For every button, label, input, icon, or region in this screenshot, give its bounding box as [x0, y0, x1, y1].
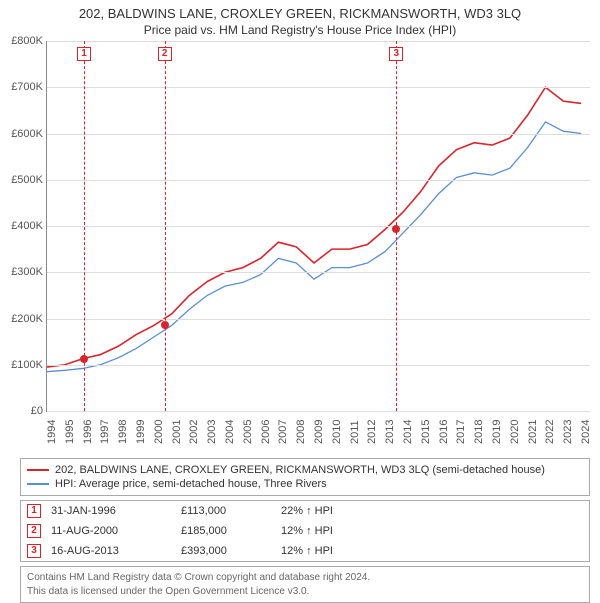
- x-tick-label: 2019: [491, 420, 503, 444]
- y-gridline: £300K: [47, 272, 590, 273]
- x-tick-label: 2007: [277, 420, 289, 444]
- x-tick-label: 2022: [544, 420, 556, 444]
- x-tick-label: 1995: [64, 420, 76, 444]
- legend-swatch: [27, 483, 49, 485]
- sale-vline: [165, 41, 166, 411]
- row-price: £393,000: [181, 545, 271, 557]
- y-gridline: £200K: [47, 319, 590, 320]
- page-subtitle: Price paid vs. HM Land Registry's House …: [0, 21, 600, 41]
- x-tick-label: 2024: [580, 420, 592, 444]
- x-tick-label: 2001: [171, 420, 183, 444]
- x-tick-label: 1997: [99, 420, 111, 444]
- y-tick-label: £100K: [3, 359, 43, 371]
- row-price: £185,000: [181, 525, 271, 537]
- sales-table: 1 31-JAN-1996 £113,000 22% ↑ HPI 2 11-AUG-200…: [20, 500, 590, 562]
- y-gridline: £800K: [47, 41, 590, 42]
- legend-label: HPI: Average price, semi-detached house,…: [55, 478, 327, 490]
- row-marker: 2: [27, 524, 41, 538]
- row-date: 16-AUG-2013: [51, 545, 171, 557]
- legend: 202, BALDWINS LANE, CROXLEY GREEN, RICKM…: [20, 458, 590, 496]
- x-tick-label: 2018: [473, 420, 485, 444]
- y-gridline: £700K: [47, 87, 590, 88]
- row-date: 31-JAN-1996: [51, 505, 171, 517]
- row-price: £113,000: [181, 505, 271, 517]
- x-tick-label: 2017: [455, 420, 467, 444]
- x-tick-label: 2020: [509, 420, 521, 444]
- y-tick-label: £300K: [3, 266, 43, 278]
- sale-marker: 2: [158, 47, 172, 61]
- x-tick-label: 2021: [527, 420, 539, 444]
- sale-dot: [80, 355, 88, 363]
- row-date: 11-AUG-2000: [51, 525, 171, 537]
- sale-dot: [161, 321, 169, 329]
- x-tick-label: 2014: [402, 420, 414, 444]
- license-line: This data is licensed under the Open Gov…: [27, 585, 583, 599]
- x-tick-label: 2008: [295, 420, 307, 444]
- legend-swatch: [27, 469, 49, 471]
- x-tick-label: 2004: [224, 420, 236, 444]
- x-tick-label: 2009: [313, 420, 325, 444]
- row-pct: 22% ↑ HPI: [281, 505, 333, 517]
- x-tick-label: 1996: [82, 420, 94, 444]
- x-tick-label: 1999: [135, 420, 147, 444]
- x-tick-label: 2005: [242, 420, 254, 444]
- x-tick-label: 2012: [366, 420, 378, 444]
- y-tick-label: £0: [3, 405, 43, 417]
- series-line: [47, 87, 581, 367]
- x-tick-label: 1998: [117, 420, 129, 444]
- table-row: 3 16-AUG-2013 £393,000 12% ↑ HPI: [21, 541, 589, 561]
- y-gridline: £500K: [47, 180, 590, 181]
- x-tick-label: 2016: [438, 420, 450, 444]
- series-line: [47, 122, 581, 372]
- root: 202, BALDWINS LANE, CROXLEY GREEN, RICKM…: [0, 0, 600, 590]
- license-line: Contains HM Land Registry data © Crown c…: [27, 571, 583, 585]
- sale-marker: 1: [77, 47, 91, 61]
- row-marker: 3: [27, 544, 41, 558]
- x-tick-label: 1994: [46, 420, 58, 444]
- sale-marker: 3: [389, 47, 403, 61]
- x-tick-label: 2003: [206, 420, 218, 444]
- sale-dot: [392, 225, 400, 233]
- y-tick-label: £600K: [3, 128, 43, 140]
- y-tick-label: £200K: [3, 313, 43, 325]
- x-tick-label: 2002: [188, 420, 200, 444]
- page-title: 202, BALDWINS LANE, CROXLEY GREEN, RICKM…: [0, 0, 600, 21]
- x-tick-label: 2000: [153, 420, 165, 444]
- x-tick-label: 2011: [349, 420, 361, 444]
- x-tick-label: 2023: [562, 420, 574, 444]
- license-notice: Contains HM Land Registry data © Crown c…: [20, 566, 590, 603]
- y-tick-label: £400K: [3, 220, 43, 232]
- price-chart: £0£100K£200K£300K£400K£500K£600K£700K£80…: [46, 41, 590, 412]
- x-tick-label: 2006: [260, 420, 272, 444]
- table-row: 2 11-AUG-2000 £185,000 12% ↑ HPI: [21, 521, 589, 541]
- table-row: 1 31-JAN-1996 £113,000 22% ↑ HPI: [21, 501, 589, 521]
- row-pct: 12% ↑ HPI: [281, 545, 333, 557]
- y-gridline: £600K: [47, 134, 590, 135]
- y-tick-label: £500K: [3, 174, 43, 186]
- y-tick-label: £700K: [3, 81, 43, 93]
- row-pct: 12% ↑ HPI: [281, 525, 333, 537]
- x-axis-labels: 1994 1995 1996 1997 1998 1999 2000 2001 2002 2003…: [46, 412, 590, 452]
- legend-label: 202, BALDWINS LANE, CROXLEY GREEN, RICKM…: [55, 464, 545, 476]
- legend-item: 202, BALDWINS LANE, CROXLEY GREEN, RICKM…: [27, 463, 583, 477]
- y-tick-label: £800K: [3, 35, 43, 47]
- x-tick-label: 2010: [331, 420, 343, 444]
- legend-item: HPI: Average price, semi-detached house,…: [27, 477, 583, 491]
- x-tick-label: 2015: [420, 420, 432, 444]
- y-gridline: £400K: [47, 226, 590, 227]
- y-gridline: £100K: [47, 365, 590, 366]
- row-marker: 1: [27, 504, 41, 518]
- x-tick-label: 2013: [384, 420, 396, 444]
